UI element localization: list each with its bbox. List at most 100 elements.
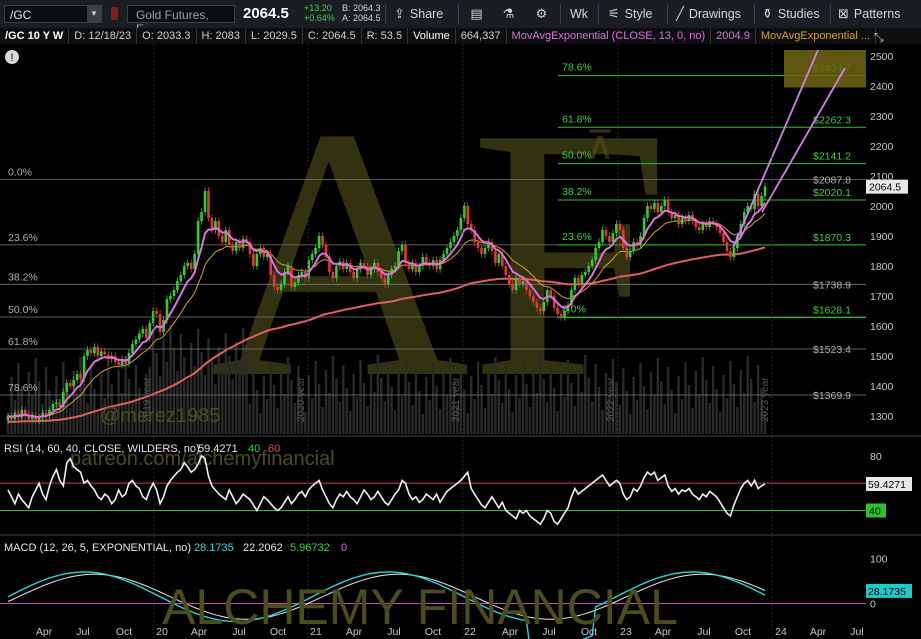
candle-body — [207, 191, 210, 218]
style-button[interactable]: ⚟ Style — [608, 0, 652, 28]
volume-bar — [459, 367, 463, 434]
candle-body — [684, 218, 687, 221]
price-axis-label: 2400 — [870, 81, 894, 93]
volume-bar — [393, 410, 397, 434]
candle-body — [604, 230, 608, 236]
studies-button[interactable]: ⚱ Studies — [762, 0, 820, 28]
flask-button[interactable]: ⚗ — [498, 0, 524, 28]
volume-bar — [158, 376, 162, 434]
volume-bar — [542, 379, 545, 434]
patterns-button[interactable]: ⊠ Patterns — [838, 0, 900, 28]
volume-bar — [698, 394, 701, 434]
volume-bar — [438, 409, 442, 434]
watermark-logo: AF — [210, 53, 670, 452]
style-icon: ⚟ — [608, 6, 620, 21]
symbol-dropdown-icon[interactable]: ▼ — [87, 6, 101, 22]
channel-upper — [732, 49, 819, 249]
candle-body — [373, 263, 376, 269]
candle-body — [487, 242, 490, 248]
candle-body — [141, 329, 145, 334]
alert-icon — [5, 50, 19, 64]
symbol-input[interactable]: /GC ▼ — [4, 5, 102, 23]
candle-body — [456, 230, 459, 236]
chart-title[interactable]: /GC 10 Y W — [0, 28, 70, 44]
volume-bar — [466, 413, 469, 434]
volume-bar — [566, 360, 570, 434]
ema13-label[interactable]: MovAvgExponential (CLOSE, 13, 0, no) — [507, 28, 712, 44]
volume-bar — [272, 385, 276, 434]
volume-bar — [310, 398, 314, 434]
candle-body — [411, 263, 414, 269]
volume-bar — [732, 384, 736, 434]
volume-bar — [452, 381, 456, 434]
rsi-40-tag-bg — [866, 503, 886, 518]
time-axis-label: Apr — [36, 626, 53, 638]
volume-bar — [573, 406, 577, 434]
fib-left-pct: 0.0% — [8, 167, 32, 179]
candle-body — [214, 221, 217, 230]
candle-body — [400, 245, 404, 251]
volume-bar — [400, 396, 404, 434]
price-axis-label: 1500 — [870, 351, 894, 363]
volume-label[interactable]: Volume — [408, 28, 456, 44]
candle-body — [186, 263, 190, 266]
volume-bar — [131, 402, 134, 434]
volume-bar — [594, 364, 597, 434]
fib-green-pct: 38.2% — [562, 186, 592, 198]
volume-bar — [238, 365, 241, 434]
volume-bar — [82, 380, 86, 434]
volume-bar — [165, 362, 169, 434]
volume-bar — [89, 366, 93, 434]
print-button[interactable]: ▤ — [466, 0, 492, 28]
volume-bar — [418, 391, 421, 434]
rsi-line — [7, 454, 766, 526]
candle-body — [511, 284, 514, 290]
volume-bar — [317, 384, 321, 434]
gear-icon: ⚙ — [535, 6, 548, 21]
candle-body — [359, 263, 362, 269]
candle-body — [573, 278, 577, 290]
candle-body — [234, 242, 238, 251]
volume-bar — [694, 371, 698, 434]
volume-bar — [69, 408, 72, 434]
price-chart[interactable]: AF⊼0.0%23.6%38.2%50.0%61.8%78.6%$2087.8$… — [0, 44, 921, 639]
volume-bar — [518, 398, 521, 434]
fib-green-price: $1870.3 — [813, 232, 851, 244]
volume-bar — [362, 383, 366, 434]
volume-bar — [546, 402, 549, 434]
volume-bar — [494, 357, 497, 434]
volume-bar — [359, 360, 362, 434]
price-axis-bg — [866, 44, 921, 639]
toolbar-divider — [385, 4, 386, 24]
candle-body — [324, 245, 328, 257]
volume-bar — [148, 367, 151, 434]
price-axis-label: 2200 — [870, 141, 894, 153]
candle-body — [75, 374, 79, 380]
collapse-icon[interactable]: ⤡ — [874, 30, 884, 44]
fib-green-price: $2262.3 — [813, 114, 851, 126]
volume-bar — [608, 396, 611, 434]
share-button[interactable]: ⇪ Share — [394, 0, 443, 28]
volume-bar — [255, 390, 259, 434]
candle-body — [635, 242, 639, 245]
time-axis-label: Jul — [76, 626, 89, 638]
candle-body — [583, 272, 587, 275]
drawings-button[interactable]: ╱ Drawings — [676, 0, 741, 28]
last-price: 2064.5 — [243, 5, 289, 22]
candle-body — [286, 266, 290, 272]
rsi-label: RSI (14, 60, 40, CLOSE, WILDERS, no) — [4, 443, 200, 455]
volume-bar — [176, 371, 179, 434]
volume-bar — [463, 390, 466, 434]
aggregation-button[interactable]: Wk — [570, 0, 588, 28]
candle-body — [673, 215, 677, 218]
volume-bar — [476, 362, 480, 434]
volume-bar — [428, 400, 431, 434]
candle-body — [210, 218, 214, 230]
settings-button[interactable]: ⚙ — [531, 0, 557, 28]
flag-icon[interactable] — [111, 7, 118, 20]
candle-body — [414, 263, 418, 272]
ema-slow-label[interactable]: MovAvgExponential ... — [756, 28, 877, 44]
toolbar-divider — [830, 4, 831, 24]
candle-body — [597, 242, 601, 248]
volume-bar — [705, 380, 708, 434]
